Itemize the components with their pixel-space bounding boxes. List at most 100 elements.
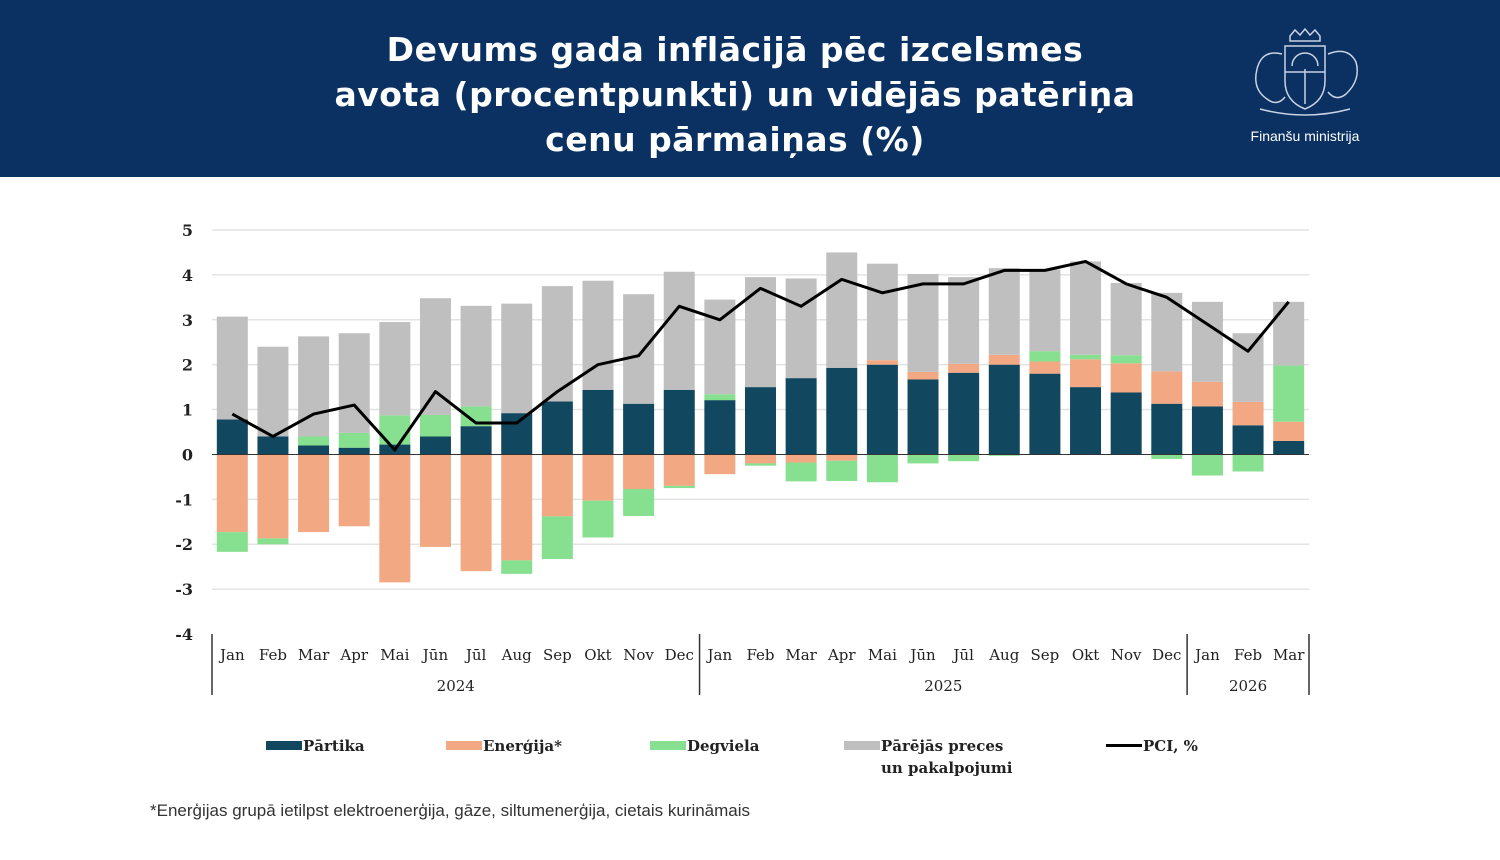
title-line: avota (procentpunkti) un vidējās patēriņ… [334,75,1136,114]
y-tick-label: 4 [182,266,193,285]
bar-segment [907,273,939,372]
x-tick-label: Mar [1273,646,1305,664]
legend-label: Pārtika [303,737,365,755]
x-tick-label: Feb [259,646,287,664]
x-tick-label: Nov [623,646,654,664]
footnote: *Enerģijas grupā ietilpst elektroenerģij… [150,801,751,820]
y-tick-label: -2 [175,535,193,554]
year-label: 2024 [437,677,475,695]
legend-label: Degviela [687,737,760,755]
bar-segment [1029,373,1061,455]
x-axis: Jan Feb Mar Apr Mai Jūn Jūl Aug Sep Okt Nov Dec Jan F… [211,634,1310,695]
bar-segment [298,445,330,455]
bar-segment [623,403,655,455]
bar-segment [338,432,370,448]
year-label: 2025 [924,677,962,695]
bar-segment [1029,269,1061,352]
bars [212,252,1309,583]
bar-segment [460,406,492,427]
bar-segment [1273,440,1305,455]
bar-segment [1273,301,1305,366]
y-tick-label: 1 [182,401,193,420]
x-tick-label: Mar [298,646,330,664]
bar-segment [419,436,451,455]
x-tick-label: Apr [827,646,856,664]
x-tick-label: Nov [1111,646,1142,664]
x-tick-label: Sep [1031,646,1060,664]
bar-segment [1070,261,1102,355]
pci-line [231,259,1290,452]
x-tick-label: Apr [339,646,368,664]
x-tick-label: Okt [584,646,611,664]
bar-segment [1151,403,1183,455]
bar-segment [1029,351,1061,362]
title-line: cenu pārmaiņas (%) [545,120,925,159]
x-tick-label: Jan [706,646,733,664]
x-tick-label: Feb [746,646,774,664]
x-tick-label: Aug [501,646,532,664]
bar-segment [948,372,980,455]
coat-of-arms-logo [1255,27,1358,116]
x-tick-label: Feb [1234,646,1262,664]
bar-segment [988,454,1020,456]
bar-segment [1151,371,1183,404]
bar-segment [1273,421,1305,441]
y-tick-label: 2 [182,356,193,375]
bar-segment [460,454,492,572]
bar-segment [785,462,817,482]
x-tick-label: Mar [785,646,817,664]
bar-segment [419,454,451,547]
legend-label-line: un pakalpojumi [881,759,1013,777]
bar-segment [907,454,939,464]
pci-line-layer [231,259,1290,452]
bar-segment [460,426,492,455]
bar-segment [1232,425,1264,455]
x-tick-label: Mai [868,646,897,664]
bar-segment [501,413,533,455]
bar-segment [1232,401,1264,426]
bar-segment [1191,381,1223,407]
header-banner: Devums gada inflācijā pēc izcelsmes avot… [0,0,1500,177]
title-line: Devums gada inflācijā pēc izcelsmes [386,30,1084,69]
bar-segment [704,394,736,401]
year-label: 2026 [1229,677,1267,695]
bar-segment [663,485,695,489]
bar-segment [785,454,817,463]
bar-segment [541,516,573,560]
legend-swatch [650,741,686,750]
bar-segment [379,454,411,583]
bar-segment [1110,392,1142,455]
bar-segment [1191,454,1223,476]
bar-segment [1110,282,1142,356]
bar-segment [826,454,858,461]
x-tick-label: Dec [1152,646,1181,664]
y-tick-label: 3 [182,311,193,330]
bar-segment [907,379,939,455]
bar-segment [1191,406,1223,455]
bar-segment [623,454,655,490]
x-tick-label: Jūl [464,646,487,664]
bar-segment [623,294,655,404]
legend-label-line: Pārējās preces [881,737,1004,755]
bar-segment [663,271,695,390]
bar-segment [582,454,614,501]
bar-segment [298,436,330,446]
bar-segment [257,454,289,539]
bar-segment [257,538,289,545]
bar-segment [1029,361,1061,374]
bar-segment [1151,454,1183,459]
bar-segment [704,299,736,395]
bar-segment [785,378,817,455]
bar-segment [826,367,858,455]
x-tick-label: Jūn [908,646,936,664]
bar-segment [460,305,492,407]
bar-segment [988,268,1020,355]
bar-segment [1273,365,1305,422]
bar-segment [745,463,776,466]
bar-segment [501,454,533,561]
bar-segment [948,277,980,364]
bar-segment [826,460,858,481]
bar-segment [866,263,898,361]
bar-segment [1070,354,1102,360]
